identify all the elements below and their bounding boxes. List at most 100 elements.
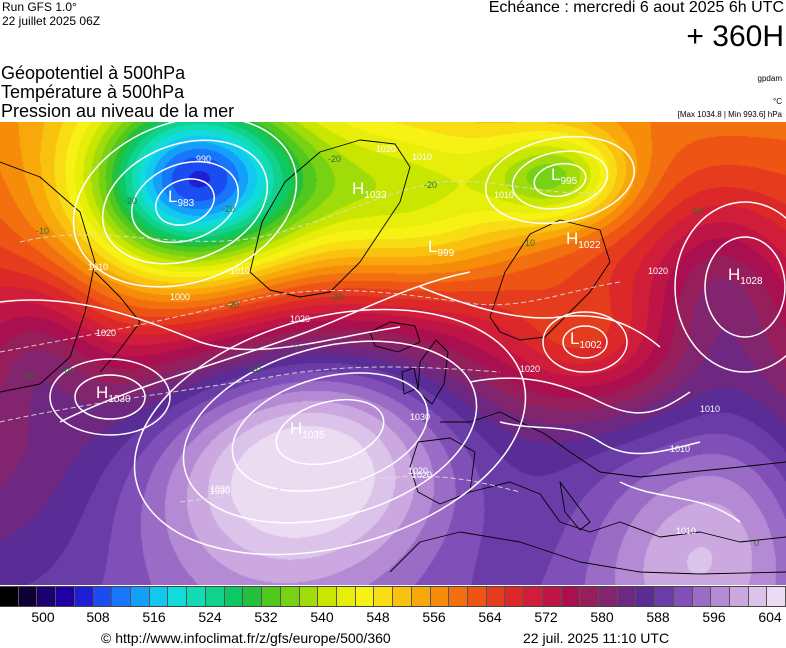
scale-swatch xyxy=(374,587,394,606)
valid-time-label: Echéance : mercredi 6 aout 2025 6h UTC xyxy=(488,0,784,16)
isobar-label: 1010 xyxy=(412,152,432,162)
pressure-centre-value: 995 xyxy=(560,176,577,187)
pressure-centre: H1030 xyxy=(96,383,131,405)
scale-swatch xyxy=(131,587,150,606)
isobar-ring xyxy=(130,160,240,244)
temperature-label: -20 xyxy=(424,180,437,190)
temperature-contour xyxy=(179,475,521,503)
iberia-coast xyxy=(409,437,476,505)
temperature-contours xyxy=(0,180,621,503)
scale-swatch xyxy=(730,587,749,606)
isobar-ring xyxy=(511,150,609,210)
temperature-contour xyxy=(0,366,501,423)
scale-swatch xyxy=(524,587,543,606)
scale-swatch xyxy=(224,587,244,606)
labrador-coast xyxy=(94,271,141,373)
isobar-ring xyxy=(182,340,478,524)
pressure-centre: H1033 xyxy=(352,179,387,201)
isobar-label: 1000 xyxy=(170,292,190,302)
scale-swatch xyxy=(748,587,768,606)
scale-swatch xyxy=(486,587,506,606)
pressure-centre: L1002 xyxy=(570,329,602,351)
isobar-label: 1020 xyxy=(376,144,396,154)
scale-swatch xyxy=(505,587,525,606)
isobar-label: 1020 xyxy=(290,314,310,324)
scale-swatch xyxy=(393,587,412,606)
temperature-label: -10 xyxy=(522,238,535,248)
scale-swatch xyxy=(280,587,300,606)
scale-swatch xyxy=(37,587,57,606)
map-overlay: L983H1033L995L999H1022H1028L1002H1030H10… xyxy=(0,122,786,575)
temperature-label: -20 xyxy=(124,196,137,206)
isobar-ring xyxy=(133,308,527,556)
pressure-centre-type: H xyxy=(566,229,578,248)
isobar-label: 1010 xyxy=(700,404,720,414)
isobar-ring xyxy=(704,236,786,338)
pressure-centre-type: L xyxy=(570,329,579,348)
scale-swatch xyxy=(56,587,75,606)
temperature-contour xyxy=(19,180,601,243)
scale-tick-label: 556 xyxy=(422,609,446,625)
author-tag: gpdam xyxy=(757,74,782,83)
scale-swatch xyxy=(0,587,19,606)
scale-tick-label: 572 xyxy=(534,609,558,625)
pressure-centre-value: 1002 xyxy=(579,340,602,351)
temperature-label: -10 xyxy=(248,364,261,374)
scale-tick-label: 548 xyxy=(366,609,390,625)
british-isles-coast xyxy=(417,339,449,405)
ireland-coast xyxy=(401,367,419,395)
isobar-label: 1010 xyxy=(670,444,690,454)
isobar-label: 1030 xyxy=(210,484,230,494)
scale-swatch xyxy=(449,587,468,606)
italy-coast xyxy=(559,481,591,531)
temperature-label: -20 xyxy=(328,154,341,164)
pressure-centre-value: 983 xyxy=(177,198,194,209)
temperature-label: 0 xyxy=(294,342,299,352)
scale-swatch xyxy=(692,587,712,606)
mediterranean-coast xyxy=(469,481,786,543)
isobar-line xyxy=(499,421,701,455)
scale-swatch xyxy=(617,587,637,606)
pressure-centre-type: H xyxy=(352,179,364,198)
temperature-label: -20 xyxy=(226,300,239,310)
isobar-label: 1020 xyxy=(96,328,116,338)
isobar-labels: 9901020101010101010100010101020102010201… xyxy=(88,144,720,536)
iceland-coast xyxy=(369,321,421,353)
pressure-centre-value: 1022 xyxy=(578,240,601,251)
isobar-ring xyxy=(542,311,628,373)
scale-swatch xyxy=(243,587,263,606)
isobar-ring xyxy=(533,162,587,198)
scale-swatch xyxy=(655,587,674,606)
run-date: 22 juillet 2025 06Z xyxy=(2,14,101,28)
temperature-label: -10 xyxy=(690,206,703,216)
isobar-label: 1020 xyxy=(520,364,540,374)
isobar-ring xyxy=(101,139,269,265)
scale-swatch xyxy=(599,587,618,606)
pressure-centre-type: H xyxy=(96,383,108,402)
isobar-ring xyxy=(275,398,385,466)
scandinavia-coast xyxy=(489,219,611,341)
isobar-ring xyxy=(155,178,215,226)
isobar-ring xyxy=(674,201,786,373)
isobar-ring xyxy=(231,372,429,492)
isobar-line xyxy=(0,299,401,351)
pressure-centre-type: H xyxy=(728,265,740,284)
scale-tick-label: 540 xyxy=(310,609,334,625)
param-mslp: Pression au niveau de la mer xyxy=(1,101,235,121)
scale-swatch xyxy=(636,587,656,606)
pressure-centre-type: H xyxy=(290,419,302,438)
scale-swatch xyxy=(149,587,169,606)
isobar-label: 1010 xyxy=(494,190,514,200)
pressure-centres: L983H1033L995L999H1022H1028L1002H1030H10… xyxy=(96,165,763,441)
pressure-centre-type: L xyxy=(168,187,177,206)
pressure-centre-value: 1033 xyxy=(364,190,387,201)
pressure-centre: L995 xyxy=(551,165,578,187)
isobar-line xyxy=(619,481,741,523)
scale-swatch xyxy=(205,587,225,606)
isobar-label: 1010 xyxy=(88,262,108,272)
isobar-line xyxy=(59,271,471,423)
scale-swatch xyxy=(580,587,599,606)
geopotential-field xyxy=(0,122,786,585)
pressure-centre: L983 xyxy=(168,187,195,209)
scale-tick-label: 508 xyxy=(86,609,110,625)
